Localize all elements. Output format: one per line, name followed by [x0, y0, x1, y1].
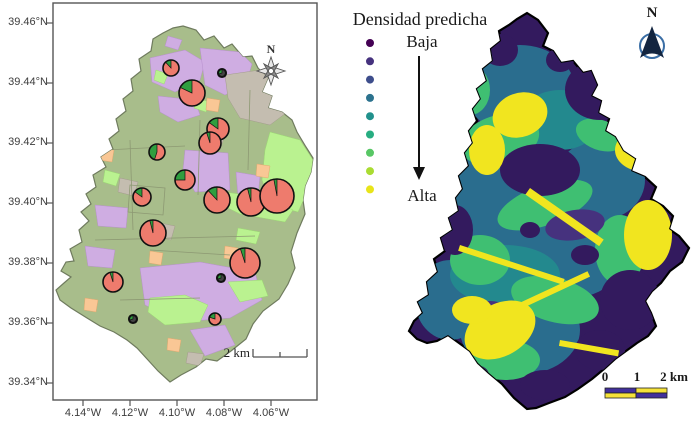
- right-north-label: N: [646, 5, 658, 21]
- pie-chart: [102, 271, 124, 293]
- left-north-label: N: [266, 42, 276, 56]
- legend-density-dot: [366, 39, 374, 47]
- raster-texture: [415, 34, 675, 400]
- pie-chart: [178, 79, 206, 107]
- legend-density-dot: [366, 75, 374, 84]
- compass-rose-icon: [255, 55, 287, 87]
- legend-dot-column: [366, 39, 374, 194]
- legend-arrow-icon: [413, 56, 425, 180]
- y-tick-label: 39.44°N: [8, 76, 48, 88]
- legend-density-dot: [366, 185, 374, 194]
- north-arrow-icon: [639, 26, 665, 59]
- legend-low-label: Baja: [406, 32, 438, 51]
- pie-charts: [102, 59, 295, 326]
- legend-density-dot: [366, 112, 374, 121]
- pie-chart: [132, 187, 152, 207]
- right-scalebar-two: 2 km: [660, 369, 688, 384]
- pie-chart: [259, 178, 295, 214]
- y-tick-label: 39.46°N: [8, 16, 48, 28]
- legend-density-dot: [366, 148, 374, 157]
- x-tick-label: 4.08°W: [205, 407, 243, 419]
- pie-chart: [215, 272, 227, 284]
- legend-title: Densidad predicha: [352, 9, 488, 29]
- y-tick-label: 39.34°N: [8, 376, 48, 388]
- pie-chart: [236, 187, 266, 217]
- legend-density-dot: [366, 93, 374, 102]
- pie-chart: [139, 219, 167, 247]
- pie-chart: [229, 247, 261, 279]
- pie-chart: [174, 169, 196, 191]
- legend-high-label: Alta: [407, 186, 437, 205]
- right-scalebar-zero: 0: [601, 369, 609, 384]
- x-tick-label: 4.12°W: [111, 407, 149, 419]
- landuse-map: [55, 25, 314, 383]
- y-tick-label: 39.42°N: [8, 136, 48, 148]
- right-scalebar-one: 1: [633, 369, 641, 384]
- landuse-patches: [70, 35, 313, 367]
- y-tick-label: 39.40°N: [8, 196, 48, 208]
- y-tick-label: 39.36°N: [8, 316, 48, 328]
- legend-density-dot: [366, 57, 374, 66]
- density-raster-map: [407, 11, 691, 411]
- x-tick-label: 4.06°W: [252, 407, 290, 419]
- right-scalebar: [604, 387, 668, 399]
- left-scalebar: [252, 349, 308, 358]
- x-tick-label: 4.14°W: [64, 407, 102, 419]
- pie-chart: [162, 59, 180, 77]
- pie-chart: [198, 131, 222, 155]
- pie-chart: [203, 186, 231, 214]
- legend-density-dot: [366, 167, 374, 176]
- left-scalebar-label: 2 km: [223, 345, 250, 360]
- legend-density-dot: [366, 130, 374, 139]
- pie-chart: [216, 67, 228, 79]
- pie-chart: [148, 143, 166, 161]
- y-tick-label: 39.38°N: [8, 256, 48, 268]
- pie-chart: [208, 312, 222, 326]
- pie-chart: [127, 313, 139, 325]
- x-tick-label: 4.10°W: [158, 407, 196, 419]
